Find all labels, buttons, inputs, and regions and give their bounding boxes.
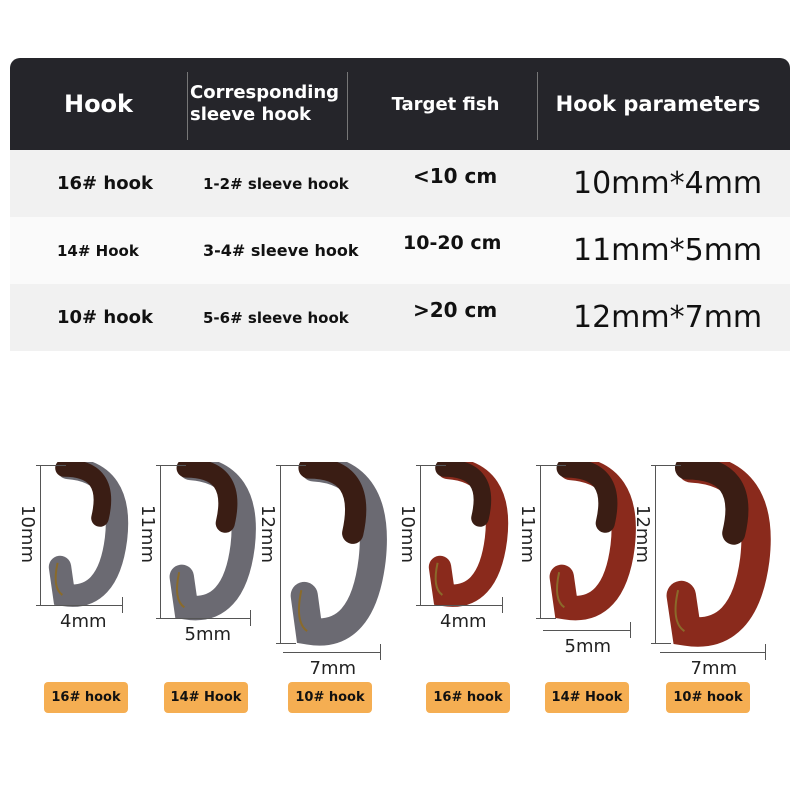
dimension-tick [156, 465, 186, 466]
dimension-tick [536, 618, 556, 619]
nymph-lure-image [549, 462, 636, 621]
cell-sleeve: 1-2# sleeve hook [203, 174, 349, 193]
width-dimension-line [283, 652, 380, 653]
hook-size-table: Hook Corresponding sleeve hook Target fi… [10, 58, 790, 351]
divider [537, 72, 538, 140]
cell-hook: 14# Hook [57, 241, 139, 260]
divider [347, 72, 348, 140]
nymph-lure-image [169, 462, 256, 621]
length-label: 10mm [17, 505, 38, 563]
cell-params: 11mm*5mm [573, 233, 763, 268]
dimension-tick [276, 465, 306, 466]
length-dimension-line [655, 465, 656, 643]
cell-sleeve: 5-6# sleeve hook [203, 308, 349, 327]
length-dimension-line [540, 465, 541, 618]
dimension-tick [651, 465, 681, 466]
width-dimension-line [42, 605, 122, 606]
width-label: 5mm [184, 624, 232, 645]
dimension-tick [416, 465, 446, 466]
dimension-tick [765, 644, 766, 660]
hook-size-badge: 14# Hook [164, 682, 248, 713]
dimension-tick [380, 644, 381, 660]
hook-size-badge: 16# hook [426, 682, 510, 713]
cell-fish: 10-20 cm [403, 231, 502, 254]
divider [187, 72, 188, 140]
nymph-lure-image [48, 462, 129, 607]
header-hook: Hook [63, 90, 134, 118]
length-label: 11mm [137, 505, 158, 563]
width-label: 7mm [309, 658, 357, 679]
cell-fish: <10 cm [413, 163, 498, 188]
length-label: 10mm [397, 505, 418, 563]
header-hook-parameters: Hook parameters [555, 92, 761, 116]
nymph-lure-image [290, 462, 387, 646]
dimension-tick [122, 597, 123, 613]
nymph-lure-image [666, 462, 771, 647]
header-sleeve-hook: Corresponding sleeve hook [190, 82, 340, 125]
length-dimension-line [160, 465, 161, 618]
width-label: 4mm [440, 611, 487, 632]
hook-size-badge: 10# hook [288, 682, 372, 713]
hook-size-badge: 14# Hook [545, 682, 629, 713]
cell-fish: >20 cm [413, 297, 498, 322]
width-dimension-line [163, 618, 250, 619]
dimension-tick [36, 465, 66, 466]
cell-params: 12mm*7mm [573, 300, 763, 335]
cell-hook: 10# hook [57, 307, 153, 328]
width-dimension-line [422, 605, 502, 606]
width-label: 7mm [690, 658, 738, 679]
table-header: Hook Corresponding sleeve hook Target fi… [10, 58, 790, 150]
length-dimension-line [280, 465, 281, 643]
length-label: 12mm [632, 505, 653, 563]
dimension-tick [502, 597, 503, 613]
dimension-tick [536, 465, 566, 466]
cell-sleeve: 3-4# sleeve hook [203, 241, 359, 260]
dimension-tick [651, 643, 671, 644]
nymph-lure-image [428, 462, 509, 607]
dimension-tick [630, 622, 631, 638]
width-dimension-line [660, 652, 765, 653]
table-row: 16# hook 1-2# sleeve hook <10 cm 10mm*4m… [10, 150, 790, 217]
header-target-fish: Target fish [391, 93, 500, 115]
dimension-tick [250, 610, 251, 626]
cell-hook: 16# hook [57, 173, 153, 194]
dimension-tick [276, 643, 296, 644]
length-dimension-line [420, 465, 421, 605]
length-dimension-line [40, 465, 41, 605]
hook-size-badge: 16# hook [44, 682, 128, 713]
length-label: 12mm [257, 505, 278, 563]
hook-size-badge: 10# hook [666, 682, 750, 713]
width-label: 5mm [564, 636, 612, 657]
table-row: 10# hook 5-6# sleeve hook >20 cm 12mm*7m… [10, 284, 790, 351]
width-dimension-line [543, 630, 630, 631]
length-label: 11mm [517, 505, 538, 563]
width-label: 4mm [60, 611, 107, 632]
table-row: 14# Hook 3-4# sleeve hook 10-20 cm 11mm*… [10, 217, 790, 284]
cell-params: 10mm*4mm [573, 166, 763, 201]
